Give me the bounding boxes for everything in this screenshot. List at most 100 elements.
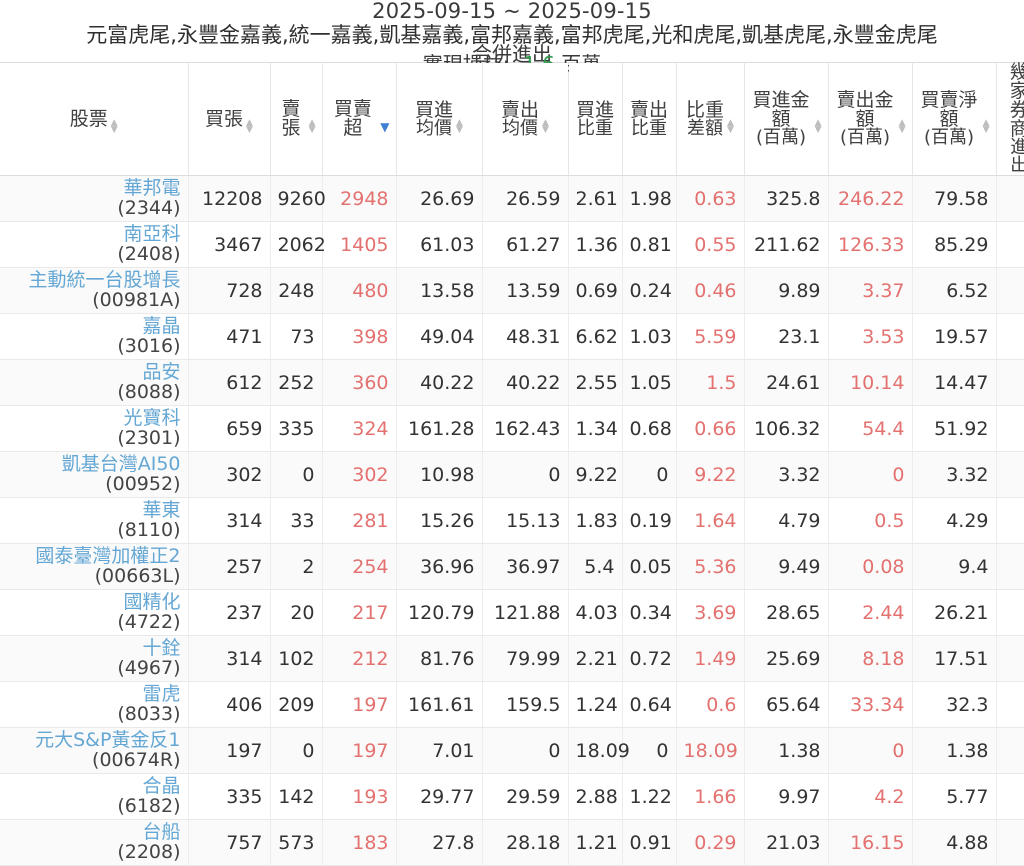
stock-name-link[interactable]: 品安 [7,363,181,382]
stock-code: (4967) [7,659,181,678]
stock-name-link[interactable]: 嘉晶 [7,317,181,336]
stock-cell[interactable]: 華邦電(2344) [0,176,188,222]
cell-sell_pct: 1.98 [622,176,676,222]
stock-name-link[interactable]: 國精化 [7,593,181,612]
stock-cell[interactable]: 凱基台灣AI50(00952) [0,452,188,498]
sort-toggle-icon[interactable]: ▲▼ [542,120,549,134]
stock-name-link[interactable]: 華邦電 [7,179,181,198]
stock-name-link[interactable]: 合晶 [7,777,181,796]
stock-cell[interactable]: 嘉晶(3016) [0,314,188,360]
sort-toggle-icon[interactable]: ▲▼ [727,120,734,134]
column-header-9[interactable]: 買進金額(百萬)▲▼ [744,63,828,176]
sort-toggle-icon[interactable]: ▲▼ [983,120,990,134]
column-header-2[interactable]: 賣張▲▼ [270,63,322,176]
cell-sell: 20 [270,590,322,636]
sort-toggle-icon[interactable]: ▲▼ [246,120,253,134]
stock-name-link[interactable]: 台船 [7,823,181,842]
stock-name-link[interactable]: 主動統一台股增長 [7,271,181,290]
stock-cell[interactable]: 十銓(4967) [0,636,188,682]
stock-cell[interactable]: 國泰臺灣加權正2(00663L) [0,544,188,590]
cell-buy: 257 [188,544,270,590]
stock-name-link[interactable]: 國泰臺灣加權正2 [7,547,181,566]
cell-buy_pct: 2.88 [568,774,622,820]
cell-pct_diff: 0.63 [676,176,744,222]
cell-net_amt: 5.77 [912,774,996,820]
cell-buy: 335 [188,774,270,820]
sort-toggle-icon[interactable]: ▲▼ [815,120,822,134]
stock-name-link[interactable]: 元大S&P黃金反1 [7,731,181,750]
cell-sell_amt: 33.34 [828,682,912,728]
caret-down-icon: ▼ [815,127,822,134]
column-header-label: 買進金額(百萬) [751,91,812,147]
stock-name-link[interactable]: 凱基台灣AI50 [7,455,181,474]
column-header-label: 買賣淨額(百萬) [919,91,980,147]
column-header-label: 買張 [205,110,243,129]
stock-cell[interactable]: 國精化(4722) [0,590,188,636]
cell-net: 212 [322,636,396,682]
column-header-sublabel: (百萬) [919,129,980,147]
column-header-8[interactable]: 比重差額▲▼ [676,63,744,176]
column-header-7[interactable]: 賣出比重 [622,63,676,176]
cell-buy: 197 [188,728,270,774]
sort-toggle-icon[interactable]: ▲▼ [309,120,316,134]
column-header-10[interactable]: 賣出金額(百萬)▲▼ [828,63,912,176]
broker-trading-report-page: 2025-09-15 ~ 2025-09-15 元富虎尾,永豐金嘉義,統一嘉義,… [0,0,1024,752]
stock-cell[interactable]: 雷虎(8033) [0,682,188,728]
stock-cell[interactable]: 主動統一台股增長(00981A) [0,268,188,314]
column-header-11[interactable]: 買賣淨額(百萬)▲▼ [912,63,996,176]
stock-cell[interactable]: 華東(8110) [0,498,188,544]
column-header-1[interactable]: 買張▲▼ [188,63,270,176]
table-header: 股票▲▼買張▲▼賣張▲▼買賣超▲▼買進均價▲▼賣出均價▲▼買進比重賣出比重比重差… [0,63,1024,176]
cell-brokers: 8 [996,268,1024,314]
sort-toggle-icon[interactable]: ▲▼ [456,120,463,134]
column-header-5[interactable]: 賣出均價▲▼ [482,63,568,176]
cell-sell_amt: 2.44 [828,590,912,636]
column-header-6[interactable]: 買進比重 [568,63,622,176]
sort-toggle-icon[interactable]: ▲▼ [111,120,118,134]
cell-brokers: 8 [996,360,1024,406]
cell-sell_avg: 13.59 [482,268,568,314]
caret-down-icon: ▼ [380,122,389,132]
stock-name-link[interactable]: 十銓 [7,639,181,658]
sort-desc-active-icon[interactable]: ▲▼ [380,122,389,132]
stock-name-link[interactable]: 雷虎 [7,685,181,704]
column-header-4[interactable]: 買進均價▲▼ [396,63,482,176]
column-header-sublabel: 比重 [576,120,614,138]
cell-buy_amt: 25.69 [744,636,828,682]
stock-cell[interactable]: 南亞科(2408) [0,222,188,268]
cell-buy: 314 [188,498,270,544]
cell-buy_pct: 1.83 [568,498,622,544]
stock-cell[interactable]: 光寶科(2301) [0,406,188,452]
cell-pct_diff: 0.46 [676,268,744,314]
column-header-label: 幾家券商進出 [1003,63,1024,175]
stock-name-link[interactable]: 華東 [7,501,181,520]
cell-buy: 12208 [188,176,270,222]
cell-sell_avg: 48.31 [482,314,568,360]
sort-toggle-icon[interactable]: ▲▼ [899,120,906,134]
stock-cell[interactable]: 合晶(6182) [0,774,188,820]
stock-cell[interactable]: 元大S&P黃金反1(00674R) [0,728,188,774]
column-header-0[interactable]: 股票▲▼ [0,63,188,176]
column-header-3[interactable]: 買賣超▲▼ [322,63,396,176]
caret-down-icon: ▼ [111,127,118,134]
stock-cell[interactable]: 品安(8088) [0,360,188,406]
stock-cell[interactable]: 台船(2208) [0,820,188,866]
stock-name-link[interactable]: 南亞科 [7,225,181,244]
column-header-12[interactable]: 幾家券商進出 [996,63,1024,176]
stock-name-link[interactable]: 光寶科 [7,409,181,428]
